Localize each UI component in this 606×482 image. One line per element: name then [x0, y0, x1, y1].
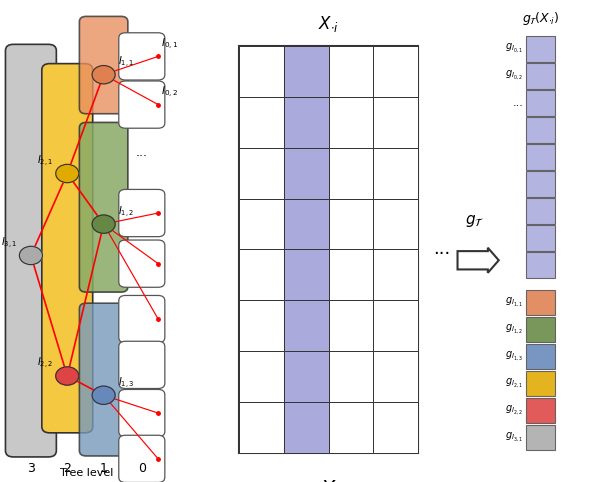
Bar: [526, 425, 555, 450]
Text: $g_{I_{2,2}}$: $g_{I_{2,2}}$: [505, 404, 524, 417]
Bar: [526, 290, 555, 315]
Bar: [284, 402, 328, 453]
Bar: [526, 90, 555, 116]
FancyBboxPatch shape: [79, 16, 128, 114]
Bar: [239, 147, 284, 199]
Bar: [526, 171, 555, 197]
FancyBboxPatch shape: [119, 189, 165, 237]
FancyBboxPatch shape: [5, 44, 56, 457]
Bar: [239, 250, 284, 300]
Bar: [239, 97, 284, 147]
Bar: [526, 117, 555, 143]
Bar: [526, 344, 555, 369]
Text: $g_{I_{1,3}}$: $g_{I_{1,3}}$: [505, 350, 524, 363]
Bar: [526, 225, 555, 251]
Bar: [526, 198, 555, 224]
FancyBboxPatch shape: [119, 435, 165, 482]
Bar: [328, 46, 373, 97]
Bar: [526, 144, 555, 170]
Text: $I_{1,2}$: $I_{1,2}$: [118, 204, 134, 220]
Bar: [328, 199, 373, 250]
Text: $I_{1,1}$: $I_{1,1}$: [118, 55, 134, 70]
Bar: [328, 97, 373, 147]
Text: 0: 0: [138, 463, 146, 475]
Bar: [526, 371, 555, 396]
Bar: [373, 300, 418, 351]
Bar: [284, 300, 328, 351]
Bar: [373, 351, 418, 402]
Text: $I_{3,1}$: $I_{3,1}$: [1, 236, 17, 251]
FancyBboxPatch shape: [79, 303, 128, 456]
Bar: [328, 147, 373, 199]
FancyBboxPatch shape: [119, 33, 165, 80]
Bar: [526, 63, 555, 89]
Text: $I_{0,1}$: $I_{0,1}$: [161, 37, 178, 52]
Text: $g_{I_{2,1}}$: $g_{I_{2,1}}$: [505, 377, 524, 390]
Text: ...: ...: [433, 241, 450, 258]
Bar: [526, 317, 555, 342]
Bar: [284, 351, 328, 402]
Text: $g_{I_{3,1}}$: $g_{I_{3,1}}$: [505, 431, 524, 444]
Bar: [373, 97, 418, 147]
FancyBboxPatch shape: [42, 64, 93, 433]
Text: $I_{2,1}$: $I_{2,1}$: [37, 154, 53, 169]
FancyBboxPatch shape: [119, 240, 165, 287]
Bar: [373, 147, 418, 199]
Text: $g_{I_{1,1}}$: $g_{I_{1,1}}$: [505, 296, 524, 309]
Bar: [373, 46, 418, 97]
FancyArrow shape: [458, 248, 499, 273]
Text: $I_{1,3}$: $I_{1,3}$: [118, 375, 134, 390]
Bar: [239, 402, 284, 453]
Bar: [373, 250, 418, 300]
Bar: [328, 402, 373, 453]
Bar: [526, 252, 555, 278]
Text: $g_{I_{1,2}}$: $g_{I_{1,2}}$: [505, 323, 524, 336]
FancyBboxPatch shape: [119, 295, 165, 343]
Bar: [284, 250, 328, 300]
Text: 2: 2: [64, 463, 71, 475]
Circle shape: [92, 215, 115, 233]
Text: $X_{\cdot i}$: $X_{\cdot i}$: [318, 14, 339, 34]
Text: $I_{0,2}$: $I_{0,2}$: [161, 85, 178, 100]
Text: $g_{\mathcal{T}}(X_{\cdot i})$: $g_{\mathcal{T}}(X_{\cdot i})$: [522, 10, 559, 27]
Text: $g_{I_{0,2}}$: $g_{I_{0,2}}$: [505, 69, 524, 82]
Bar: [373, 402, 418, 453]
Bar: [328, 351, 373, 402]
Circle shape: [56, 164, 79, 183]
Bar: [239, 46, 284, 97]
Text: $g_{\mathcal{T}}$: $g_{\mathcal{T}}$: [465, 213, 485, 229]
Bar: [239, 199, 284, 250]
Circle shape: [19, 246, 42, 265]
Bar: [284, 46, 328, 97]
Bar: [284, 97, 328, 147]
Text: ...: ...: [136, 147, 148, 159]
Text: Tree level: Tree level: [60, 468, 113, 478]
Bar: [284, 199, 328, 250]
Bar: [526, 398, 555, 423]
Bar: [284, 147, 328, 199]
FancyBboxPatch shape: [79, 122, 128, 292]
Circle shape: [56, 367, 79, 385]
Bar: [526, 36, 555, 62]
Text: $g_{I_{0,1}}$: $g_{I_{0,1}}$: [505, 42, 524, 55]
Bar: [239, 46, 418, 453]
Text: 1: 1: [100, 463, 107, 475]
Bar: [373, 199, 418, 250]
Circle shape: [92, 386, 115, 404]
Bar: [239, 300, 284, 351]
Text: ...: ...: [513, 98, 524, 108]
Text: $X$: $X$: [320, 480, 338, 482]
Bar: [328, 300, 373, 351]
FancyBboxPatch shape: [119, 81, 165, 128]
Circle shape: [92, 66, 115, 84]
Bar: [239, 351, 284, 402]
Bar: [328, 250, 373, 300]
FancyBboxPatch shape: [119, 341, 165, 388]
FancyBboxPatch shape: [119, 389, 165, 437]
Text: $I_{2,2}$: $I_{2,2}$: [37, 356, 53, 371]
Text: 3: 3: [27, 463, 35, 475]
